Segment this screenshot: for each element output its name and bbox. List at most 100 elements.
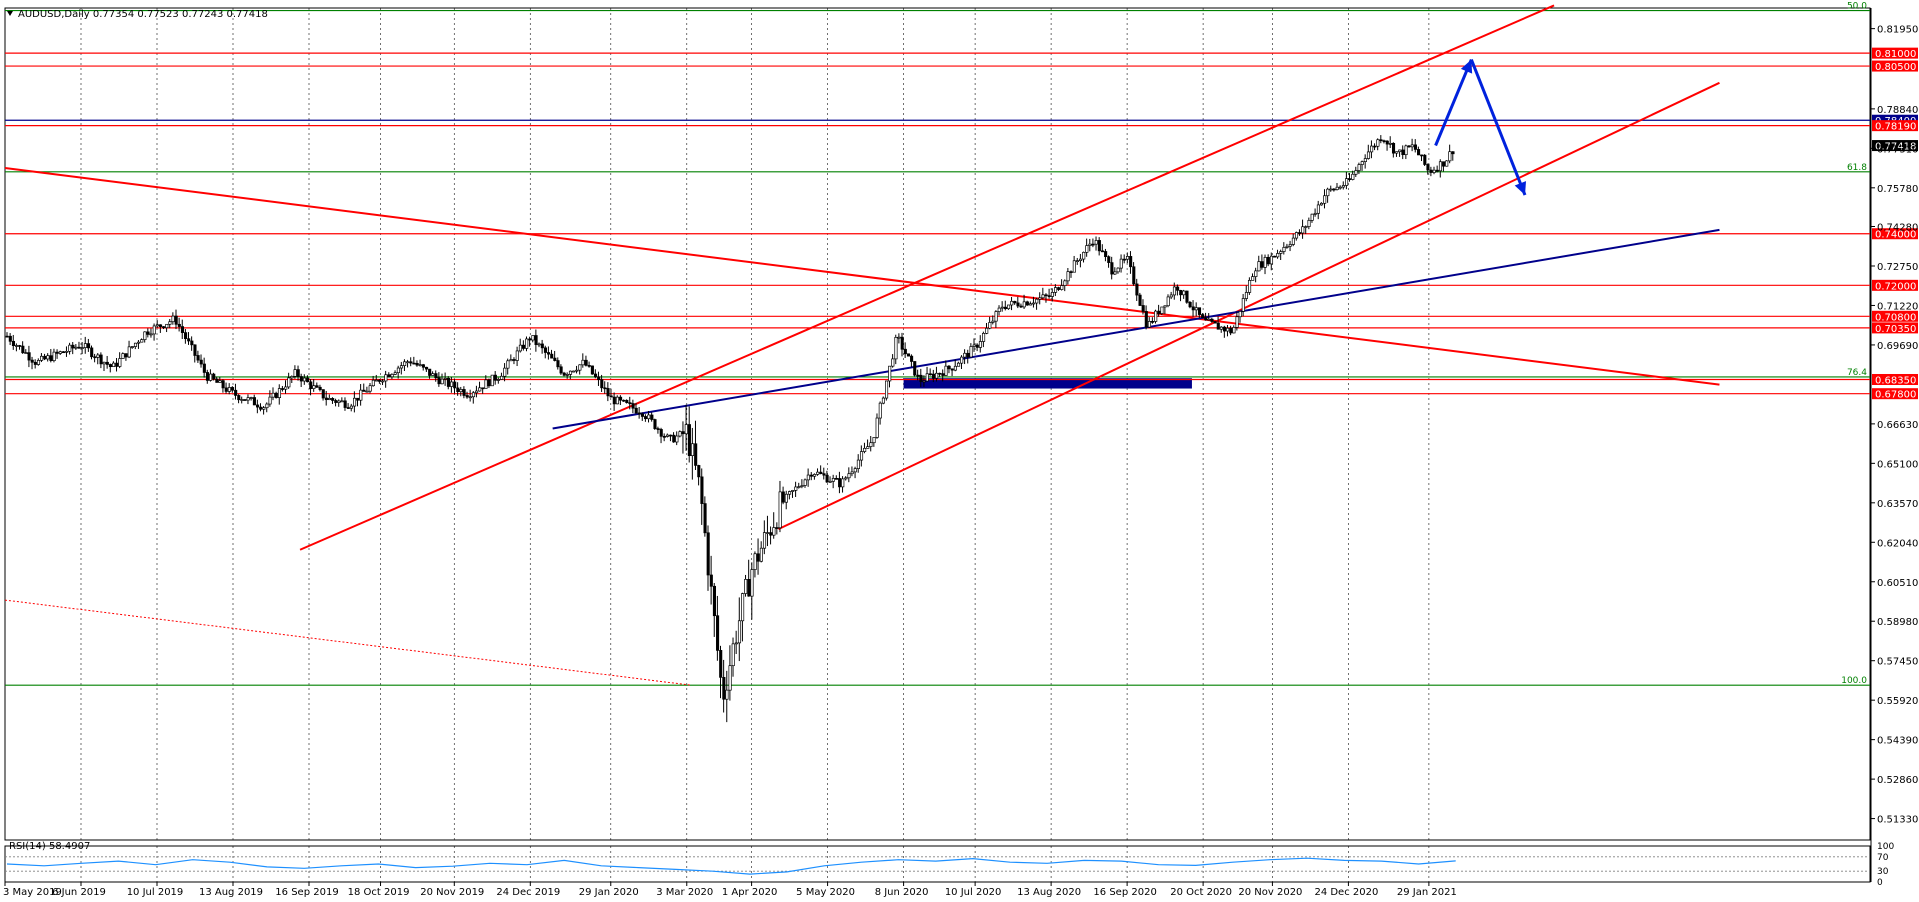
candle-body (496, 379, 501, 381)
candle-body (875, 417, 879, 438)
levels-layer: 0.810000.805000.784000.781900.740000.720… (5, 47, 1918, 401)
candle-body (1213, 321, 1217, 324)
candle-body (1426, 164, 1430, 171)
candle-body (309, 381, 313, 389)
forecast-arrow-head (1514, 181, 1527, 196)
candle-body (885, 380, 889, 399)
candle-body (744, 578, 748, 594)
candle-body (471, 392, 476, 398)
candle-body (1407, 145, 1411, 148)
candle-body (1354, 170, 1358, 175)
candle-body (49, 355, 53, 362)
candle-body (140, 339, 144, 343)
candle-body (572, 370, 576, 373)
candle-body (788, 491, 792, 495)
candle-body (963, 352, 967, 358)
candle-body (1313, 212, 1317, 215)
candle-body (478, 387, 482, 392)
candle-body (124, 353, 128, 358)
candle-body (1320, 202, 1324, 206)
candle-body (1072, 260, 1076, 273)
candle-body (956, 362, 961, 367)
candle-body (1107, 256, 1111, 263)
candle-body (184, 332, 188, 340)
candle-body (403, 361, 407, 367)
candle-body (1063, 280, 1067, 286)
candle-body (1263, 256, 1267, 268)
candle-body (15, 345, 19, 347)
candle-body (1022, 301, 1026, 308)
time-tick-label: 24 Dec 2020 (1314, 887, 1378, 898)
candle-body (994, 311, 998, 322)
price-tick-label: 0.62040 (1877, 538, 1918, 549)
candles-layer (5, 135, 1455, 723)
candle-body (856, 459, 860, 469)
level-label-bg (1872, 310, 1918, 322)
candle-body (315, 385, 319, 388)
candle-body (712, 585, 716, 617)
candle-body (1003, 306, 1008, 310)
candle-body (130, 346, 134, 348)
candle-body (484, 379, 488, 389)
candle-body (1122, 258, 1126, 261)
candle-body (58, 351, 62, 354)
candle-body (644, 416, 648, 420)
rsi-tick-label: 30 (1877, 867, 1889, 877)
forecast-arrow-shaft (1469, 59, 1527, 196)
candle-body (1310, 213, 1314, 221)
candle-body (778, 491, 782, 529)
candle-body (1363, 158, 1367, 162)
forecast-arrow-shaft (1434, 59, 1473, 147)
candle-body (209, 373, 213, 381)
candle-body (800, 485, 804, 487)
candle-body (1401, 149, 1405, 156)
candle-body (1082, 251, 1086, 260)
candle-body (1166, 296, 1170, 307)
candle-body (1057, 287, 1061, 290)
candle-body (1188, 301, 1192, 308)
candle-body (822, 473, 826, 476)
level-label-bg (1872, 373, 1918, 385)
candle-body (1201, 314, 1205, 319)
price-tick-label: 0.72750 (1877, 262, 1918, 273)
time-tick-label: 10 Jul 2020 (945, 887, 1002, 898)
candle-body (371, 379, 375, 387)
grid-layer (4, 7, 1871, 883)
current-price-label: 0.77418 (1875, 142, 1916, 153)
collapse-triangle-icon[interactable] (7, 11, 13, 16)
candle-body (1357, 164, 1361, 171)
price-tick-label: 0.51330 (1877, 815, 1918, 826)
candle-body (687, 424, 691, 457)
candle-body (1216, 322, 1220, 330)
candle-body (1232, 327, 1236, 334)
candle-body (1445, 160, 1449, 167)
candle-body (302, 377, 307, 382)
candle-body (365, 390, 369, 393)
candle-body (1025, 301, 1029, 306)
candle-body (888, 365, 892, 382)
trendline-layer (4, 4, 1720, 686)
candle-body (46, 355, 50, 360)
candle-body (8, 335, 12, 342)
rsi-frame (4, 845, 1871, 883)
time-tick-label: 6 Jun 2019 (52, 887, 106, 898)
candle-body (1326, 188, 1330, 197)
candle-body (1417, 149, 1421, 156)
candle-body (428, 368, 432, 376)
candle-body (1154, 310, 1158, 322)
candle-body (1204, 317, 1208, 321)
candle-body (1085, 245, 1089, 253)
candle-body (490, 374, 494, 387)
candle-body (1269, 255, 1274, 265)
candle-body (900, 336, 904, 350)
candle-body (925, 373, 929, 382)
candle-body (475, 390, 479, 394)
candle-body (982, 333, 986, 342)
candle-body (331, 398, 335, 401)
candle-body (997, 307, 1001, 312)
candle-body (68, 344, 72, 352)
candle-body (1172, 286, 1177, 296)
symbol-header: AUDUSD,Daily 0.77354 0.77523 0.77243 0.7… (18, 9, 268, 20)
